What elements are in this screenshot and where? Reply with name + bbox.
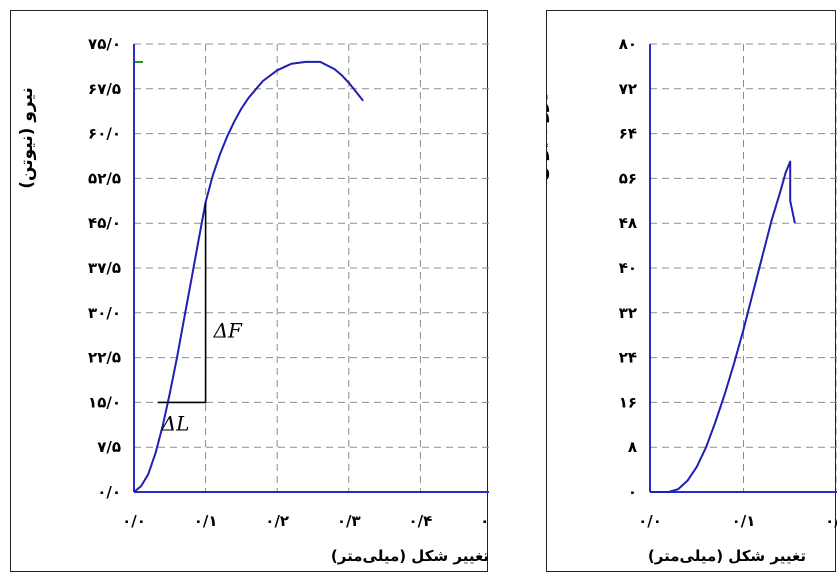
x-axis-title: تغییر شکل (میلی‌متر) xyxy=(648,547,806,565)
y-tick-label: ۷۵/۰ xyxy=(88,35,121,53)
y-tick-label: ۶۷/۵ xyxy=(88,80,121,98)
y-tick-label: ۷/۵ xyxy=(97,438,121,456)
y-tick-label: ۱۶ xyxy=(619,393,637,411)
x-tick-label: ۰/۰ xyxy=(638,512,662,530)
x-tick-label: ۰/۳ xyxy=(337,512,361,530)
annotation-delta-l: ΔL xyxy=(161,411,190,435)
y-tick-label: ۱۵/۰ xyxy=(88,393,121,411)
y-tick-label: ۵۲/۵ xyxy=(88,169,121,187)
y-tick-label: ۴۸ xyxy=(619,214,637,232)
x-tick-label: ۰/۱ xyxy=(194,512,218,530)
annotation-delta-f: ΔF xyxy=(213,319,243,343)
y-axis-title: نیرو (نیوتن) xyxy=(17,87,37,189)
y-tick-label: ۲۴ xyxy=(619,349,637,367)
x-axis-title: تغییر شکل (میلی‌متر) xyxy=(331,547,489,565)
x-tick-label: ۰/۲ xyxy=(825,512,837,530)
y-axis-title: نیرو (نیوتن) xyxy=(547,87,550,189)
chart-panel-right: ۰ ۸ ۱۶ ۲۴ ۳۲ ۴۰ ۴۸ ۵۶ ۶۴ ۷۲ ۸۰ ۰/۰ ۰/۱ ۰/۲ تغییر شکل (… xyxy=(546,10,837,572)
y-tick-label: ۸۰ xyxy=(619,35,637,53)
series-line xyxy=(133,60,364,493)
y-tick-label: ۶۴ xyxy=(619,125,637,143)
y-tick-label: ۷۲ xyxy=(619,80,637,98)
chart-panel-left: ۰/۰ ۷/۵ ۱۵/۰ ۲۲/۵ ۳۰/۰ ۳۷/۵ ۴۵/۰ ۵۲/۵ ۶۰/۰ ۶۷/۵ ۷۵… xyxy=(10,10,489,572)
x-tick-label: ۰/۰ xyxy=(122,512,146,530)
y-tick-label: ۳۰/۰ xyxy=(88,304,121,322)
slope-triangle xyxy=(157,202,207,404)
chart-svg-left: ۰/۰ ۷/۵ ۱۵/۰ ۲۲/۵ ۳۰/۰ ۳۷/۵ ۴۵/۰ ۵۲/۵ ۶۰/۰ ۶۷/۵ ۷۵… xyxy=(17,35,489,565)
x-tick-label: ۰/۱ xyxy=(732,512,756,530)
y-tick-label: ۳۷/۵ xyxy=(88,259,121,277)
x-tick-label: ۰/۴ xyxy=(409,512,433,530)
y-tick-label: ۵۶ xyxy=(619,169,637,187)
y-tick-label: ۲۲/۵ xyxy=(88,349,121,367)
x-tick-label: ۰/۵ xyxy=(480,512,489,530)
y-tick-label: ۰/۰ xyxy=(97,483,121,501)
chart-svg-right: ۰ ۸ ۱۶ ۲۴ ۳۲ ۴۰ ۴۸ ۵۶ ۶۴ ۷۲ ۸۰ ۰/۰ ۰/۱ ۰/۲ تغییر شکل (… xyxy=(547,35,837,565)
series-line xyxy=(650,160,796,493)
y-tick-label: ۴۰ xyxy=(619,259,637,277)
y-tick-label: ۳۲ xyxy=(619,304,637,322)
y-tick-label: ۰ xyxy=(628,483,637,501)
y-tick-label: ۶۰/۰ xyxy=(88,125,121,143)
y-tick-label: ۸ xyxy=(628,438,637,456)
x-tick-label: ۰/۲ xyxy=(265,512,289,530)
y-tick-label: ۴۵/۰ xyxy=(88,214,121,232)
